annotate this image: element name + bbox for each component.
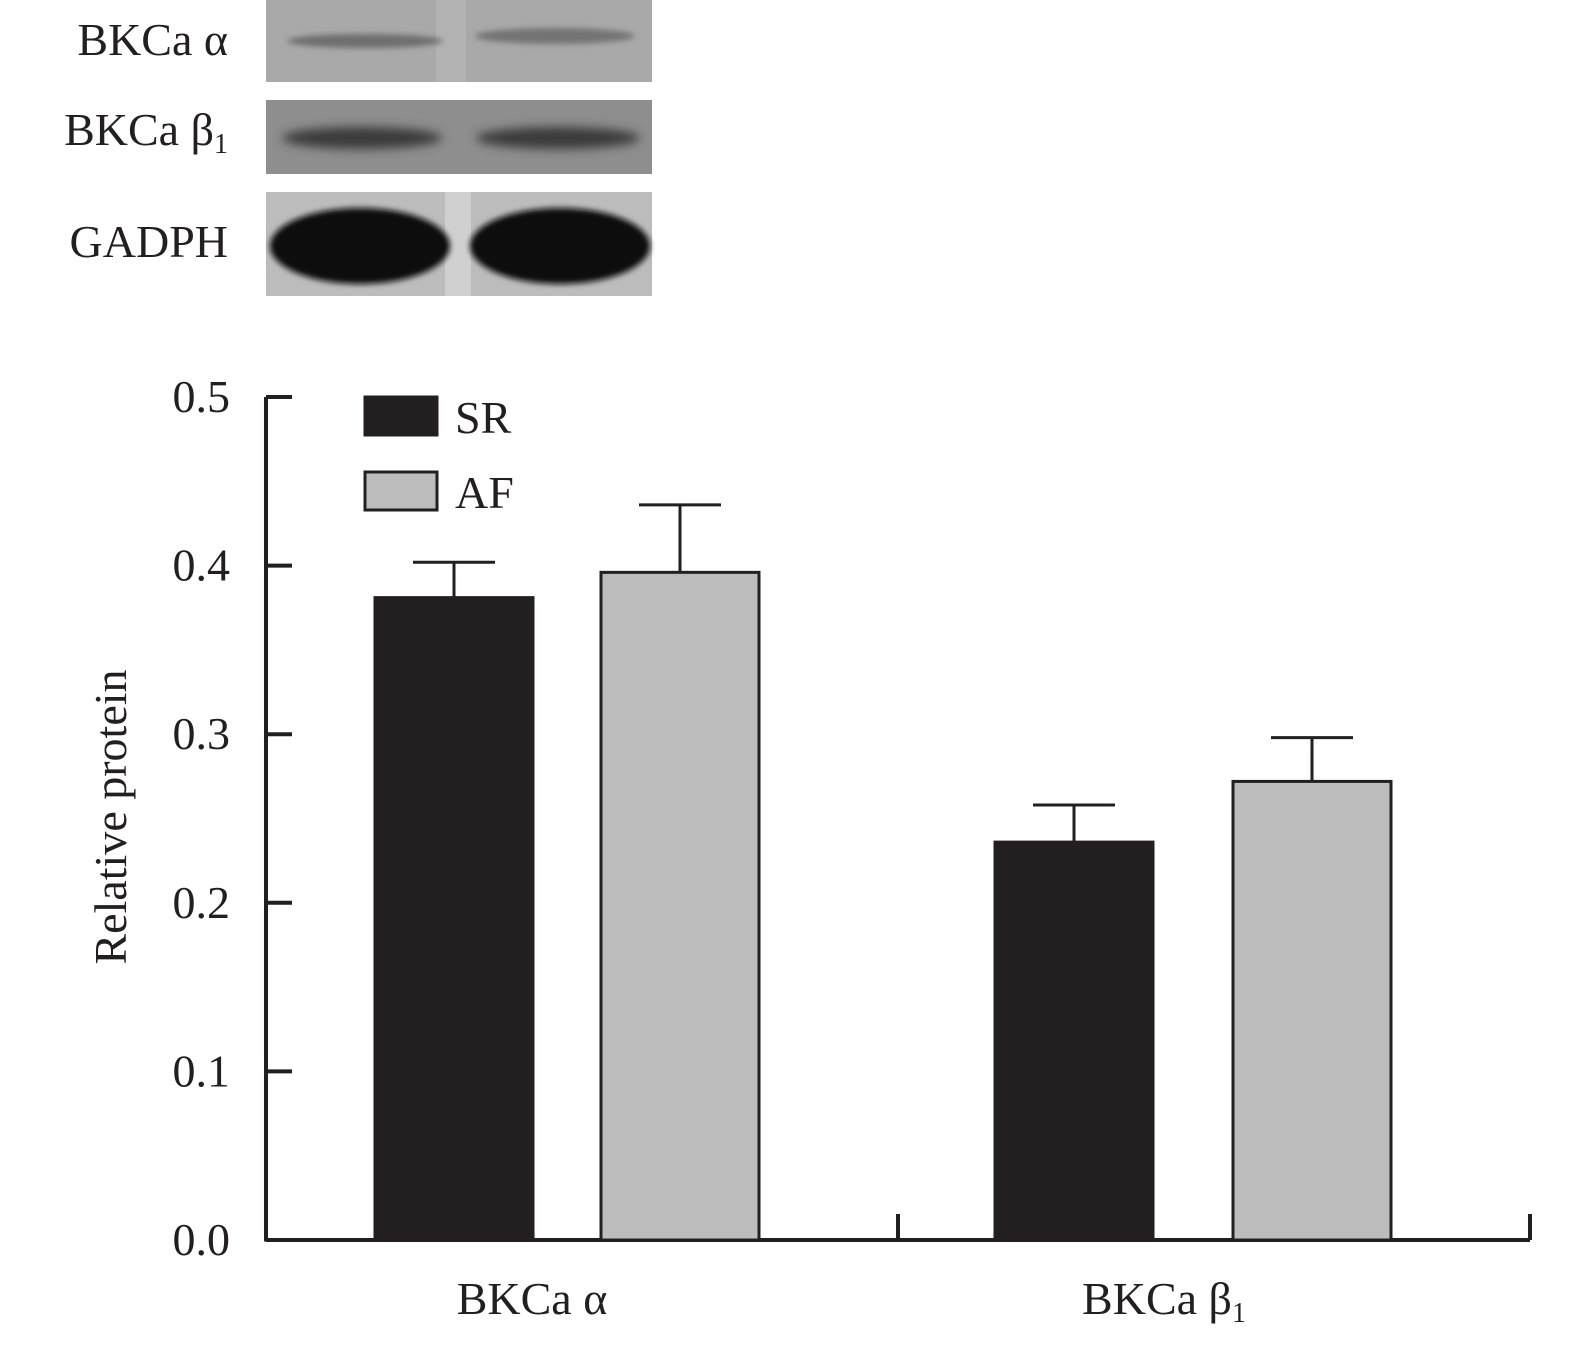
bar-af-1 — [599, 570, 761, 1242]
legend: SR AF — [363, 392, 514, 518]
y-tick-label: 0.5 — [173, 371, 231, 422]
y-tick-label: 0.4 — [173, 540, 231, 591]
bar-sr-2 — [993, 840, 1155, 1242]
blot-label: BKCa β1 — [64, 104, 228, 160]
y-tick-label: 0.0 — [173, 1214, 231, 1265]
legend-label: SR — [455, 392, 512, 443]
y-tick-label: 0.2 — [173, 877, 231, 928]
western-blot: BKCa α BKCa β1 GADPH — [64, 0, 652, 296]
blot-label: GADPH — [70, 216, 228, 267]
y-axis-label: Relative protein — [85, 669, 136, 964]
bar-chart: 0.0 0.1 0.2 0.3 0.4 0.5 BKCa α BKCa β1 SR AF Re… — [85, 371, 1532, 1329]
bars — [373, 503, 1393, 1242]
blot-strip-bkca-alpha — [266, 0, 652, 82]
x-tick-label: BKCa α — [457, 1273, 608, 1324]
blot-strip-gadph — [266, 192, 652, 296]
blot-label: BKCa α — [77, 14, 228, 65]
legend-swatch — [363, 470, 439, 512]
legend-swatch — [363, 395, 439, 437]
bar-sr-1 — [373, 596, 535, 1242]
y-axis: 0.0 0.1 0.2 0.3 0.4 0.5 — [173, 371, 292, 1265]
legend-label: AF — [455, 467, 514, 518]
bar-af-2 — [1231, 779, 1393, 1242]
blot-labels: BKCa α BKCa β1 GADPH — [64, 14, 228, 267]
blot-strip-bkca-beta1 — [266, 100, 652, 174]
y-tick-label: 0.3 — [173, 708, 231, 759]
y-tick-label: 0.1 — [173, 1045, 231, 1096]
x-tick-label: BKCa β1 — [1082, 1273, 1246, 1329]
